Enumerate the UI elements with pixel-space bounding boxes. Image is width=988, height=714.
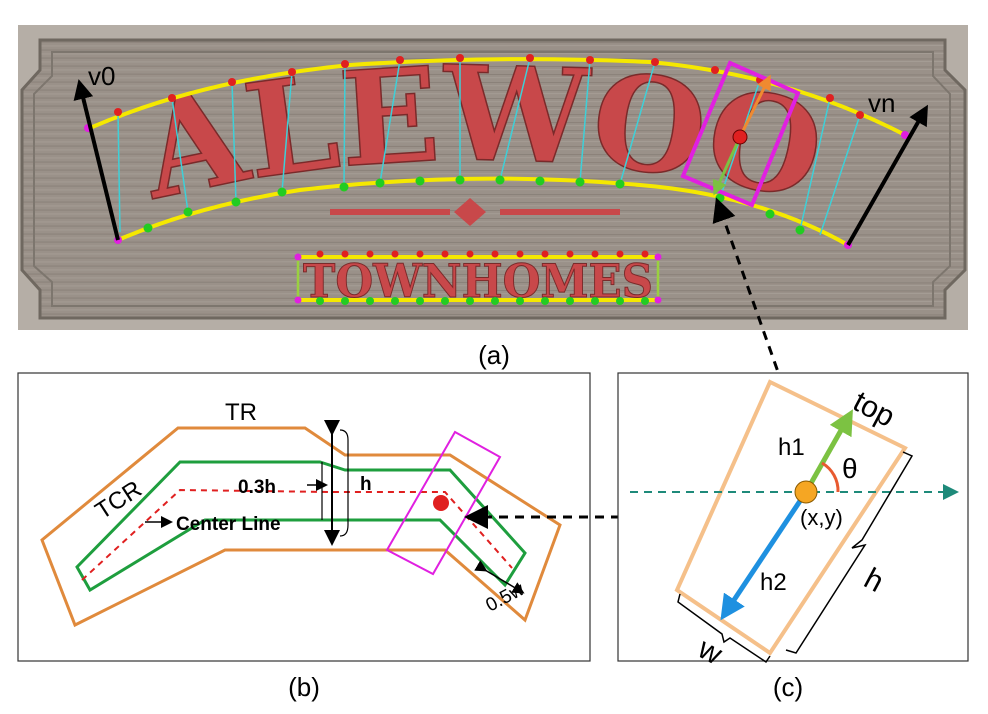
height-label: h: [360, 474, 372, 495]
sub-corner-br: [654, 296, 662, 304]
center-line-label: Center Line: [176, 514, 281, 535]
sub-corner-tr: [654, 253, 662, 261]
panel-b-frame: [17, 372, 591, 662]
center-label: (x,y): [800, 505, 843, 530]
height-brace-c: [785, 451, 914, 654]
sub-corner-tl: [294, 253, 302, 261]
main-connectors: [117, 57, 861, 236]
theta-label: θ: [842, 453, 858, 484]
main-corner-tr: [901, 131, 909, 139]
sign-ornament-diamond: [454, 198, 486, 226]
shrink-label: 0.3h: [238, 477, 276, 498]
caption-a: (a): [478, 340, 510, 370]
width-shrink-arrow: [474, 560, 525, 594]
panel-a: DALEWOOD TOWNHOMES: [0, 0, 968, 370]
text-region-label: TR: [225, 399, 257, 426]
box-b-center-dot: [433, 495, 449, 511]
width-brace-c: [677, 593, 771, 664]
box-a-center-dot: [732, 129, 748, 145]
caption-c: (c): [773, 672, 803, 702]
vector-vn-label: vn: [868, 88, 895, 118]
vector-v0-arrow: [73, 79, 120, 241]
vector-v0-label: v0: [88, 61, 115, 91]
main-bottom-points: [143, 175, 805, 235]
panel-c-frame: [617, 372, 969, 662]
caption-b: (b): [288, 672, 320, 702]
link-a-to-c: [712, 197, 790, 401]
sub-corner-bl: [294, 296, 302, 304]
rotated-box-c: [674, 379, 908, 656]
magenta-box-b: [385, 430, 502, 576]
panel-c: top h1 θ (x,y) h2 h w (c): [617, 372, 969, 702]
box-a-bottom-arrow: [712, 136, 742, 196]
sign-inner-border: [33, 51, 951, 307]
magenta-box-a: [680, 60, 801, 208]
height-bracket: [339, 429, 349, 537]
sub-top-points: [316, 250, 649, 258]
h2-label: h2: [760, 569, 787, 596]
theta-arc: [821, 461, 840, 493]
vector-vn-arrow: [846, 104, 928, 246]
panel-b: TR TCR Center Line 0.3h h 0.5w (b): [17, 372, 591, 702]
h1-label: h1: [778, 434, 805, 461]
text-center-region-polygon: [75, 460, 527, 593]
sub-bottom-points: [316, 297, 649, 305]
box-a-top-arrow: [738, 74, 771, 138]
h2-arrow: [720, 490, 809, 621]
box-c-center-dot: [794, 480, 818, 504]
h1-arrow: [803, 409, 853, 494]
